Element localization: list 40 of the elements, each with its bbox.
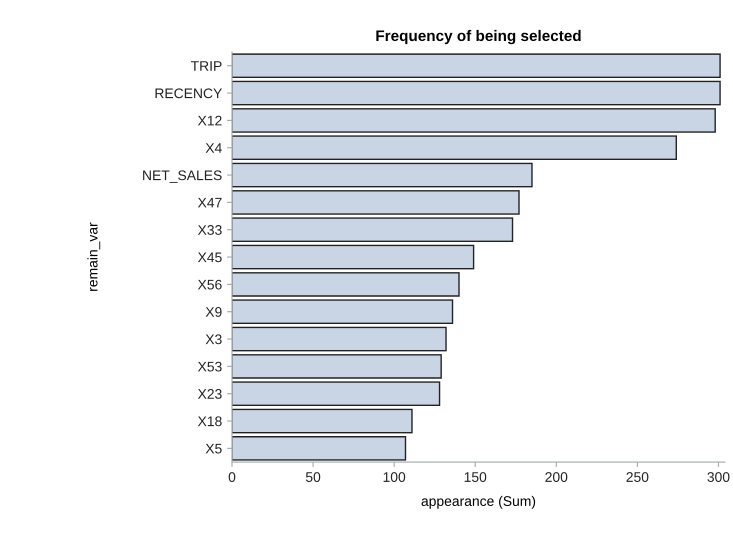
y-tick-label: X9: [206, 307, 222, 317]
y-tick-label: X53: [198, 362, 222, 372]
y-tick-label: X12: [198, 116, 222, 126]
bar: [232, 354, 442, 379]
y-axis-title: remain_var: [87, 222, 100, 291]
bar: [232, 80, 721, 106]
bar: [232, 408, 413, 434]
bar: [232, 326, 447, 352]
bar: [232, 381, 440, 406]
bar: [232, 135, 677, 160]
bar: [232, 190, 520, 215]
bar: [232, 244, 474, 270]
y-tick-label: X3: [206, 334, 222, 344]
y-tick-label: X45: [198, 252, 222, 262]
x-tick-label: 200: [545, 472, 568, 482]
x-tick-label: 100: [384, 472, 406, 482]
bar: [232, 53, 721, 78]
x-tick-label: 300: [707, 472, 730, 482]
y-tick-label: X23: [198, 389, 222, 399]
y-tick-label: NET_SALES: [143, 170, 222, 183]
x-tick-label: 50: [306, 472, 320, 482]
y-tick-label: X56: [198, 280, 222, 290]
y-tick-label: X5: [206, 444, 222, 454]
x-tick-label: 250: [626, 472, 648, 482]
bar: [232, 299, 454, 324]
x-axis-title: appearance (Sum): [422, 496, 536, 509]
bar: [232, 108, 716, 133]
y-tick-label: TRIP: [190, 61, 222, 71]
x-tick-label: 150: [464, 472, 486, 482]
y-tick-label: X18: [198, 416, 222, 426]
y-tick-label: X4: [206, 143, 222, 153]
bar: [232, 436, 406, 461]
bar: [232, 162, 533, 188]
x-tick-label: 0: [228, 472, 236, 482]
y-tick-label: RECENCY: [155, 88, 222, 98]
y-tick-label: X33: [198, 225, 222, 235]
bar: [232, 217, 514, 242]
chart-title: Frequency of being selected: [376, 30, 581, 44]
y-tick-label: X47: [198, 198, 222, 208]
bar: [232, 272, 460, 297]
